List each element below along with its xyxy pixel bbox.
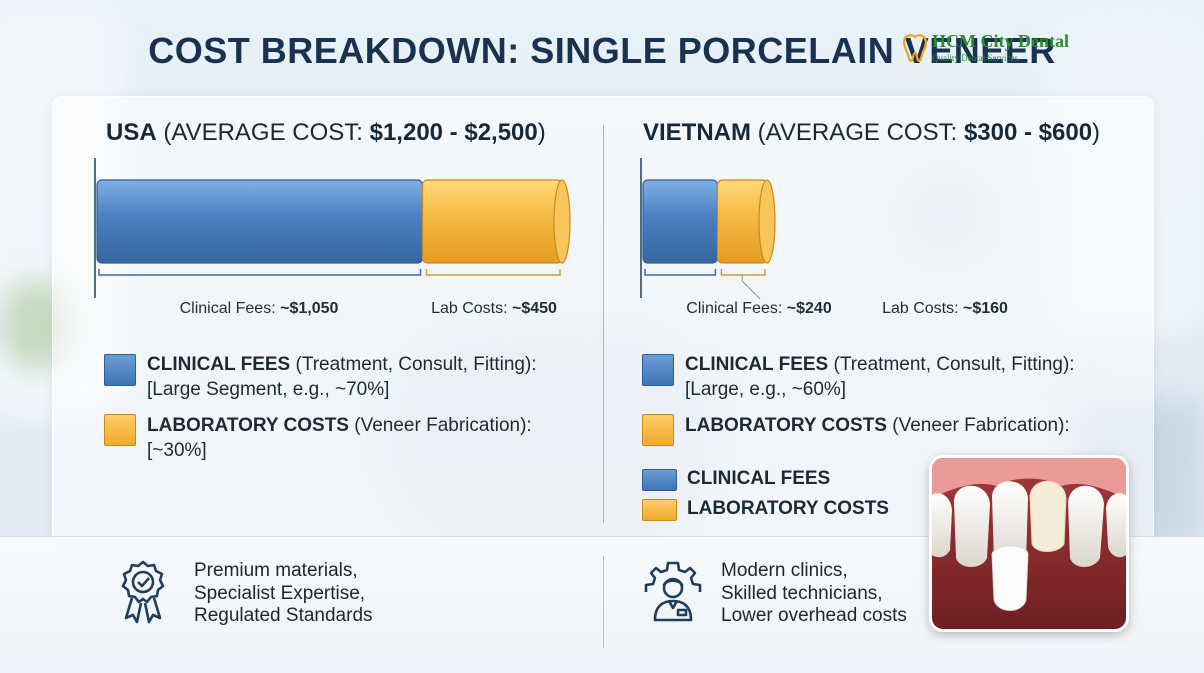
usa-legend-lab: LABORATORY COSTS (Veneer Fabrication): [~… — [147, 413, 587, 463]
usa-heading: USA (AVERAGE COST: $1,200 - $2,500) — [106, 119, 546, 147]
segment-bracket — [425, 269, 561, 276]
vietnam-heading: VIETNAM (AVERAGE COST: $300 - $600) — [643, 119, 1100, 147]
vietnam-features: Modern clinics, Skilled technicians, Low… — [721, 560, 907, 628]
segment-bracket — [644, 269, 717, 276]
technician-gear-icon — [644, 561, 702, 622]
vietnam-lab-cost-label: Lab Costs: ~$160 — [882, 300, 1008, 318]
vietnam-legend-lab: LABORATORY COSTS (Veneer Fabrication): — [685, 413, 1125, 438]
vietnam-legend-clinical-note: [Large, e.g., ~60%] — [685, 379, 847, 400]
vietnam-legend-clinical-text: (Treatment, Consult, Fitting): — [828, 354, 1075, 375]
veneer-illustration — [929, 455, 1129, 632]
usa-legend-clinical-text: (Treatment, Consult, Fitting): — [290, 354, 537, 375]
mini-legend-clinical-swatch — [642, 469, 677, 491]
segment-bracket — [720, 269, 766, 276]
vietnam-legend-lab-head: LABORATORY COSTS — [685, 415, 887, 436]
vietnam-cost-amount: $300 - $600 — [963, 119, 1093, 146]
legend-clinical-swatch — [104, 354, 136, 386]
vietnam-clinical-value: ~$240 — [786, 300, 832, 317]
usa-legend-lab-text: (Veneer Fabrication): — [348, 415, 532, 436]
usa-legend-lab-head: LABORATORY COSTS — [147, 415, 349, 436]
features-divider — [603, 556, 604, 648]
usa-legend-lab-note: [~30%] — [147, 440, 207, 461]
usa-legend-clinical-note: [Large Segment, e.g., ~70%] — [147, 379, 390, 400]
vietnam-feature-line: Modern clinics, — [721, 560, 848, 581]
usa-clinical-value: ~$1,050 — [280, 300, 339, 317]
mini-legend-clinical: CLINICAL FEES — [687, 468, 831, 489]
label-leader-line — [741, 275, 761, 300]
usa-cost-prefix: (AVERAGE COST: — [163, 119, 370, 146]
tooth-logo-icon — [902, 34, 928, 63]
usa-clinical-label-text: Clinical Fees: — [179, 300, 281, 317]
usa-legend-clinical: CLINICAL FEES (Treatment, Consult, Fitti… — [147, 352, 587, 402]
clinic-logo: HCM City Dental Quality Dental Services — [902, 29, 1092, 69]
clinical-fee-bar — [96, 179, 424, 264]
vietnam-legend-lab-text: (Veneer Fabrication): — [886, 415, 1070, 436]
usa-legend-clinical-head: CLINICAL FEES — [147, 354, 291, 375]
clinical-fee-bar — [642, 179, 719, 264]
column-divider — [603, 125, 604, 523]
usa-lab-value: ~$450 — [512, 300, 557, 317]
vietnam-lab-value: ~$160 — [963, 300, 1008, 317]
legend-clinical-swatch — [642, 354, 674, 386]
vietnam-lab-label-text: Lab Costs: — [882, 300, 963, 317]
logo-tagline: Quality Dental Services — [932, 53, 1018, 63]
legend-laboratory-swatch — [104, 414, 136, 446]
usa-features: Premium materials, Specialist Expertise,… — [194, 560, 373, 628]
vietnam-clinical-label-text: Clinical Fees: — [686, 300, 787, 317]
vietnam-clinical-fee-label: Clinical Fees: ~$240 — [686, 300, 831, 318]
logo-name: HCM City Dental — [932, 31, 1069, 51]
bar-end-cap — [758, 179, 776, 264]
vietnam-legend-clinical-head: CLINICAL FEES — [685, 354, 829, 375]
vietnam-feature-line: Skilled technicians, — [721, 582, 883, 604]
usa-feature-line: Specialist Expertise, — [194, 582, 366, 604]
bar-end-cap — [553, 179, 571, 264]
page-title: COST BREAKDOWN: SINGLE PORCELAIN VENEER — [148, 30, 1056, 71]
usa-feature-line: Regulated Standards — [194, 605, 373, 626]
mini-legend-lab: LABORATORY COSTS — [687, 498, 889, 519]
usa-lab-cost-label: Lab Costs: ~$450 — [431, 300, 557, 318]
usa-country-name: USA — [106, 119, 157, 146]
vietnam-cost-suffix: ) — [1092, 119, 1101, 146]
usa-clinical-fee-label: Clinical Fees: ~$1,050 — [180, 300, 339, 318]
usa-cost-amount: $1,200 - $2,500 — [369, 119, 538, 146]
award-ribbon-icon — [121, 560, 165, 624]
veneer-tooth-image — [932, 458, 1126, 629]
usa-lab-label-text: Lab Costs: — [431, 300, 512, 317]
vietnam-legend-clinical: CLINICAL FEES (Treatment, Consult, Fitti… — [685, 352, 1125, 402]
usa-cost-suffix: ) — [537, 119, 546, 146]
vietnam-feature-line: Lower overhead costs — [721, 605, 907, 626]
lab-cost-bar — [421, 179, 563, 264]
legend-laboratory-swatch — [642, 414, 674, 446]
vietnam-country-name: VIETNAM — [643, 119, 751, 146]
mini-legend-lab-swatch — [642, 499, 677, 521]
segment-bracket — [98, 269, 422, 276]
usa-feature-line: Premium materials, — [194, 560, 358, 581]
vietnam-cost-prefix: (AVERAGE COST: — [757, 119, 964, 146]
